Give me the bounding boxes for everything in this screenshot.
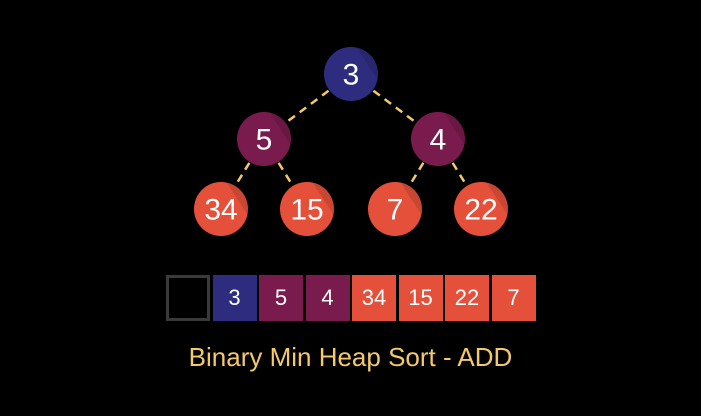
array-cell-empty xyxy=(166,275,210,321)
array-cell: 34 xyxy=(352,275,396,321)
tree-node-value: 34 xyxy=(204,194,237,227)
array-cell: 4 xyxy=(305,275,350,321)
tree-node-circle xyxy=(411,112,465,166)
tree-node-value: 3 xyxy=(343,59,360,92)
tree-node-shade xyxy=(312,182,335,215)
tree-node: 7 xyxy=(368,182,423,236)
tree-node: 22 xyxy=(454,182,509,236)
tree-node-shade xyxy=(400,182,423,215)
array-cell: 7 xyxy=(491,275,536,321)
tree-node-value: 5 xyxy=(256,124,273,157)
tree-node-circle xyxy=(368,182,422,236)
tree-node-value: 15 xyxy=(290,194,323,227)
tree-node: 3 xyxy=(324,47,379,101)
tree-node-circle xyxy=(237,112,291,166)
diagram-caption: Binary Min Heap Sort - ADD xyxy=(188,342,513,372)
tree-node-shade xyxy=(269,112,292,145)
heap-tree: 3 5 4 34 15 7 22 xyxy=(194,47,509,236)
tree-node: 4 xyxy=(411,112,466,166)
tree-node: 34 xyxy=(194,182,249,236)
tree-node-circle xyxy=(194,182,248,236)
array-cell: 15 xyxy=(398,275,443,321)
array-cell: 22 xyxy=(445,275,489,321)
array-cell: 3 xyxy=(212,275,257,321)
tree-nodes: 3 5 4 34 15 7 22 xyxy=(194,47,509,236)
tree-node-shade xyxy=(443,112,466,145)
tree-node-shade xyxy=(486,182,509,215)
heap-array: 3 5 4 34 15 22 7 xyxy=(166,275,538,323)
tree-node-value: 22 xyxy=(464,194,497,227)
tree-node-value: 4 xyxy=(430,124,447,157)
tree-node-circle xyxy=(280,182,334,236)
tree-node-value: 7 xyxy=(387,194,404,227)
tree-node: 15 xyxy=(280,182,335,236)
tree-node-shade xyxy=(356,47,379,80)
tree-node: 5 xyxy=(237,112,292,166)
tree-node-shade xyxy=(226,182,249,215)
tree-node-circle xyxy=(324,47,378,101)
tree-node-circle xyxy=(454,182,508,236)
array-cell: 5 xyxy=(259,275,303,321)
